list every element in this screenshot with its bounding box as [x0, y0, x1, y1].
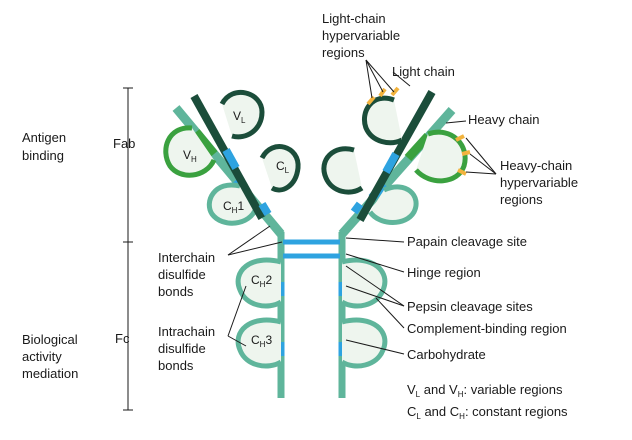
fc-label: Fc — [115, 331, 130, 346]
right-vh-domain — [414, 129, 468, 184]
antigen-binding-label: Antigen binding — [22, 130, 70, 163]
cl-label: CL — [276, 159, 290, 175]
hinge-region-label: Hinge region — [407, 265, 481, 280]
complement-binding-label: Complement-binding region — [407, 321, 567, 336]
leader-lines — [227, 59, 497, 355]
heavy-chain-label: Heavy chain — [468, 112, 540, 127]
vh-label: VH — [183, 148, 197, 164]
left-ch2-domain — [235, 257, 283, 309]
pepsin-cleavage-label: Pepsin cleavage sites — [407, 299, 533, 314]
right-cl-domain — [321, 146, 364, 195]
heavy-chain-hypervariable-label: Heavy-chain hypervariable regions — [500, 158, 582, 207]
domain-labels: VL VH CL CH1 CH2 CH3 — [183, 109, 290, 349]
left-ch1-domain — [206, 182, 259, 226]
carbohydrate-label: Carbohydrate — [407, 347, 486, 362]
legend-constant-regions: CL and CH: constant regions — [407, 404, 568, 421]
ch3-label: CH3 — [251, 333, 272, 349]
heavy-chain-hypervariable-marks — [455, 134, 471, 176]
legend-variable-regions: VL and VH: variable regions — [407, 382, 563, 399]
right-ch1-domain — [367, 184, 419, 225]
ch1-label: CH1 — [223, 199, 244, 215]
biological-activity-label: Biological activity mediation — [22, 332, 81, 381]
vl-label: VL — [233, 109, 246, 125]
intrachain-disulfide-label: Intrachain disulfide bonds — [158, 324, 219, 373]
left-vl-domain — [219, 90, 265, 140]
antibody-molecule — [163, 86, 471, 398]
light-chain-hypervariable-label: Light-chain hypervariable regions — [322, 11, 404, 60]
right-ch3-domain — [340, 317, 388, 369]
region-bracket — [123, 87, 133, 411]
right-ch2-domain — [340, 257, 388, 309]
light-chain-label: Light chain — [392, 64, 455, 79]
papain-cleavage-label: Papain cleavage site — [407, 234, 527, 249]
left-vh-domain — [163, 125, 217, 178]
left-cl-domain — [259, 144, 301, 193]
fab-label: Fab — [113, 136, 135, 151]
light-chain-hypervariable-marks — [366, 86, 400, 106]
right-vl-domain — [362, 95, 404, 146]
left-ch3-domain — [235, 317, 283, 369]
ch2-label: CH2 — [251, 273, 272, 289]
interchain-disulfide-label: Interchain disulfide bonds — [158, 250, 219, 299]
